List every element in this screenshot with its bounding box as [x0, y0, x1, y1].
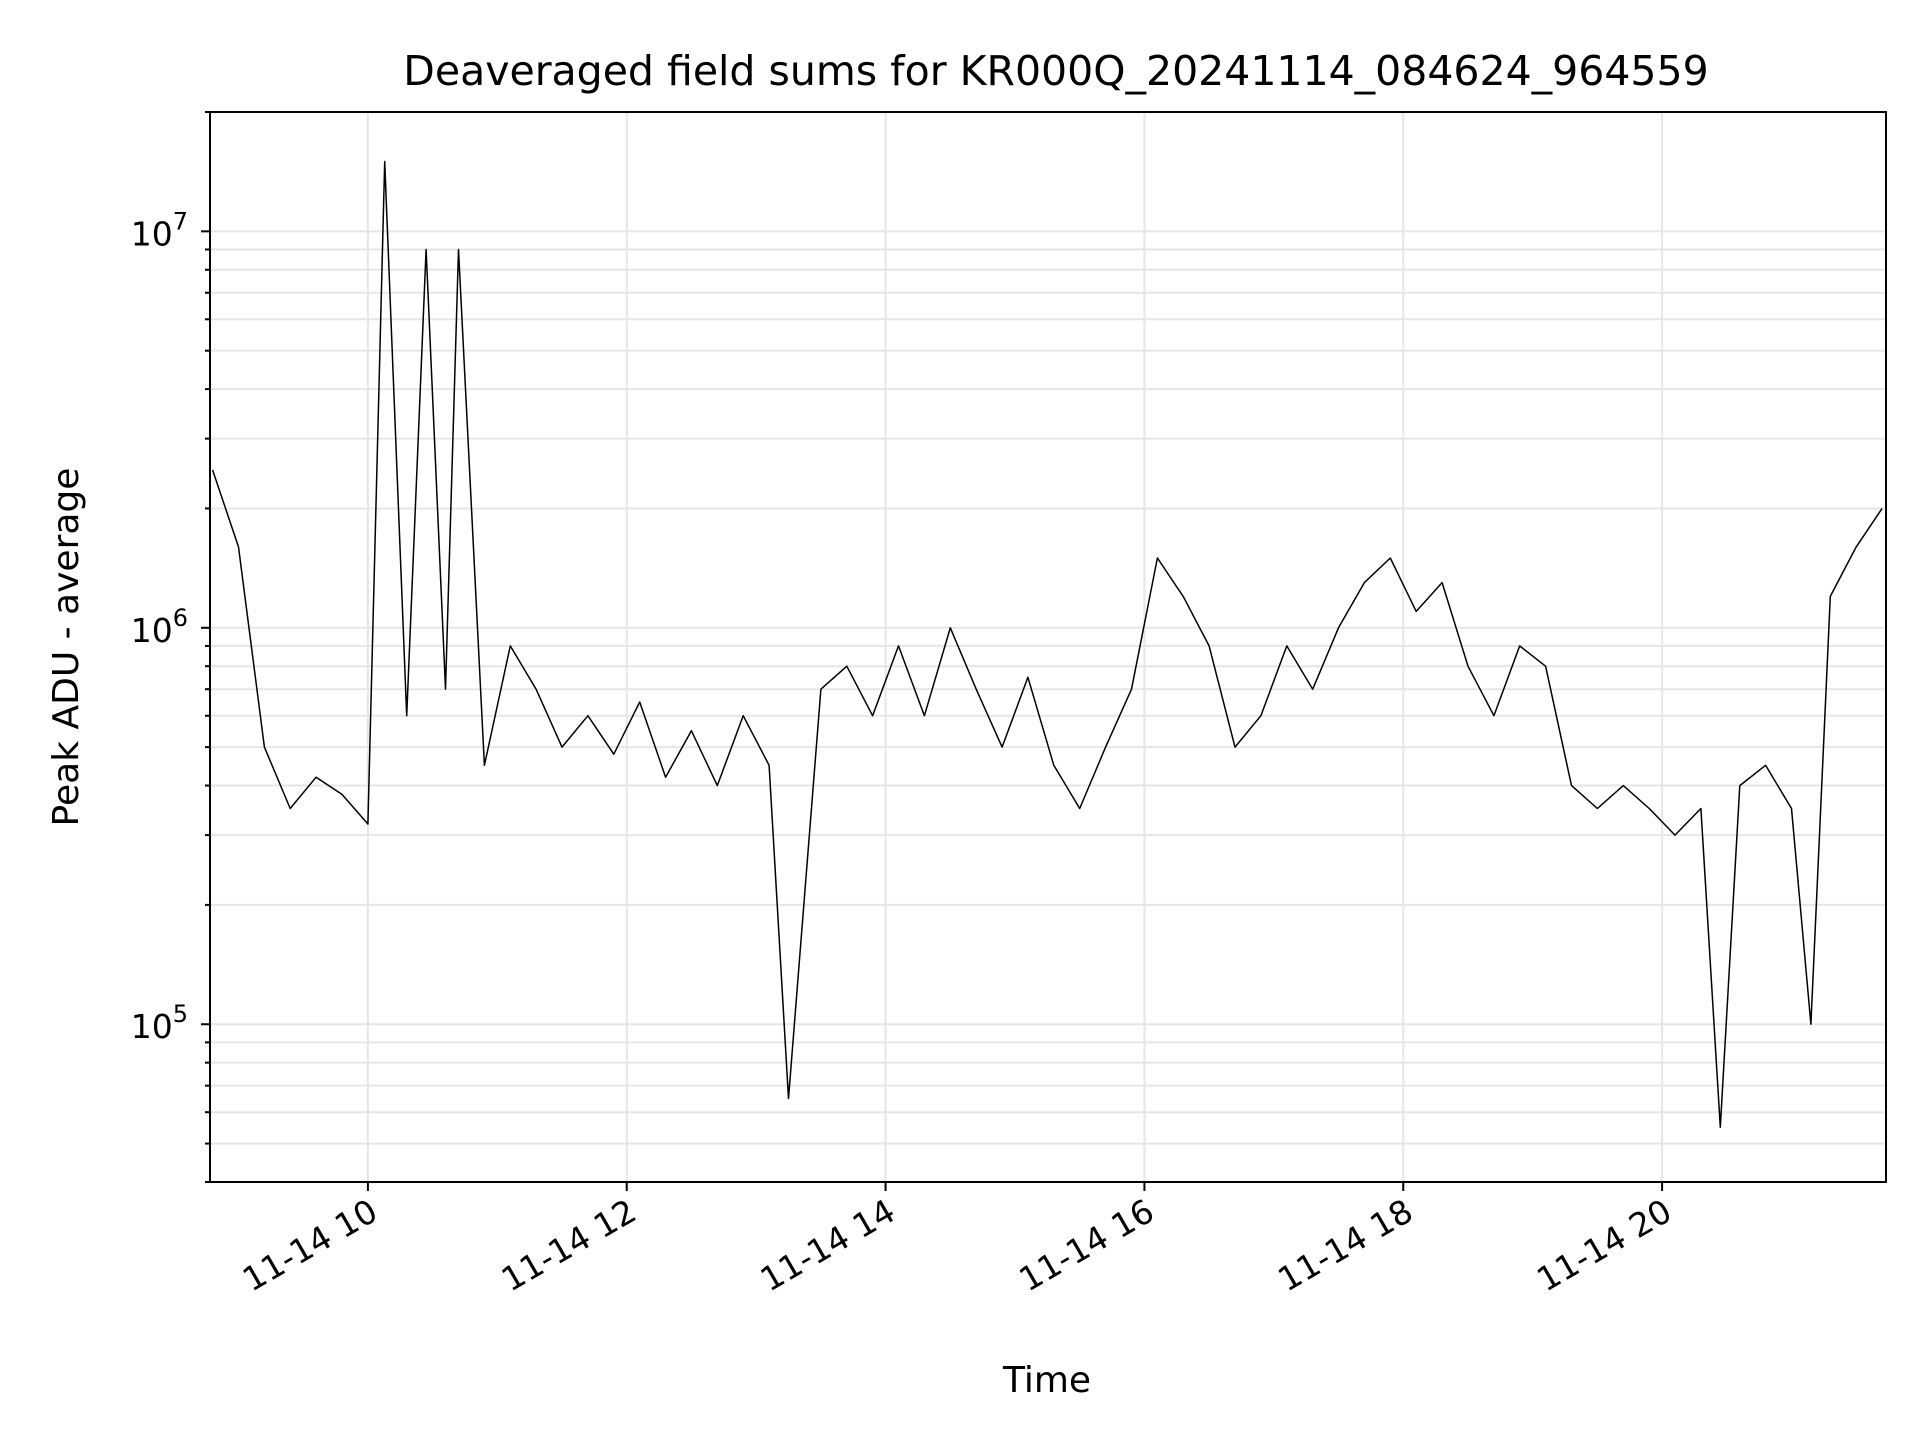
plot-frame [209, 111, 1887, 1183]
y-tick-label: 105 [131, 1000, 188, 1046]
y-axis: 105 106 107 [131, 111, 210, 1183]
x-axis-label: Time [1002, 1360, 1091, 1401]
y-tick-label: 107 [131, 207, 188, 253]
series-line [211, 160, 1883, 1128]
series-layer [211, 160, 1883, 1128]
y-axis-label: Peak ADU - average [46, 468, 87, 827]
y-tick-label: 106 [131, 604, 188, 650]
chart-title: Deaveraged field sums for KR000Q_2024111… [403, 47, 1708, 95]
